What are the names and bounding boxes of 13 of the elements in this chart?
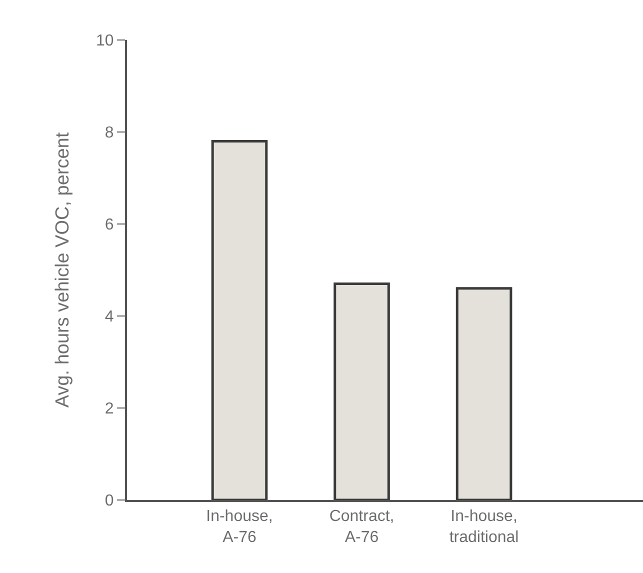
y-tick-label: 0 xyxy=(104,492,114,510)
bar xyxy=(211,140,268,500)
y-tick-label: 8 xyxy=(104,124,114,142)
y-tick-label: 6 xyxy=(104,216,114,234)
y-tick-label: 10 xyxy=(96,32,114,50)
y-tick-label: 4 xyxy=(104,308,114,326)
x-tick-label: Contract, A-76 xyxy=(329,508,394,546)
x-tick-label: In-house, traditional xyxy=(449,508,519,546)
y-axis-title: Avg. hours vehicle VOC, percent xyxy=(52,132,74,408)
y-tick-label: 2 xyxy=(104,400,114,418)
bar xyxy=(334,282,390,500)
x-tick-label: In-house, A-76 xyxy=(206,508,273,546)
bar xyxy=(456,287,512,500)
